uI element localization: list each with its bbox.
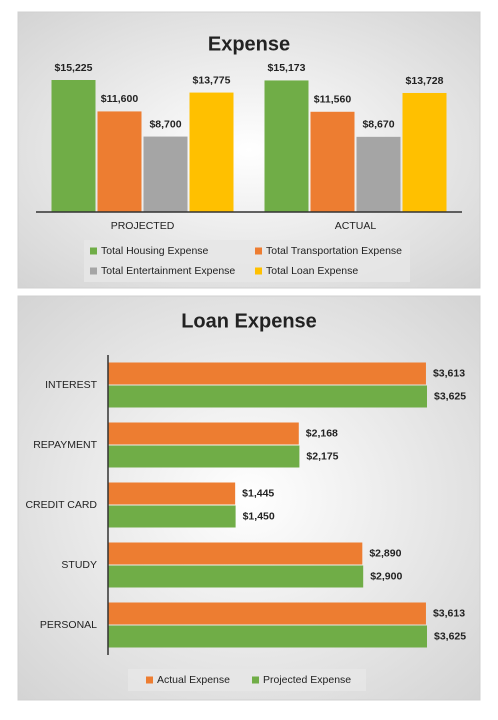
bar: [108, 625, 427, 648]
value-label: $2,900: [370, 570, 402, 582]
legend-label: Total Loan Expense: [266, 265, 358, 277]
legend-swatch: [90, 267, 97, 275]
category-label: STUDY: [61, 559, 97, 571]
category-label: PERSONAL: [40, 619, 97, 631]
bar: [108, 542, 363, 565]
legend-swatch: [90, 247, 97, 255]
value-label: $1,450: [243, 510, 275, 522]
value-label: $2,890: [369, 547, 401, 559]
category-label: INTEREST: [45, 379, 98, 391]
bar: [310, 111, 355, 212]
bar: [402, 92, 447, 212]
legend-swatch: [252, 676, 259, 684]
value-label: $13,775: [193, 74, 231, 86]
legend-label: Total Housing Expense: [101, 245, 209, 257]
value-label: $11,600: [101, 93, 139, 105]
legend-label: Total Transportation Expense: [266, 245, 402, 257]
category-label: REPAYMENT: [33, 439, 97, 451]
legend-box: [128, 669, 366, 691]
category-label: ACTUAL: [335, 220, 377, 232]
bar: [51, 80, 96, 212]
category-label: PROJECTED: [111, 220, 175, 232]
value-label: $1,445: [242, 487, 274, 499]
bar: [97, 111, 142, 212]
legend-label: Projected Expense: [263, 674, 351, 686]
bar: [108, 602, 426, 625]
chart-title: Loan Expense: [181, 310, 317, 332]
value-label: $8,670: [362, 119, 394, 131]
legend-swatch: [255, 267, 262, 275]
bar: [356, 136, 401, 212]
bar: [143, 136, 188, 212]
bar: [189, 92, 234, 212]
value-label: $3,625: [434, 630, 466, 642]
legend-label: Actual Expense: [157, 674, 230, 686]
value-label: $13,728: [406, 75, 444, 87]
legend-swatch: [146, 676, 153, 684]
bar: [108, 505, 236, 528]
bar: [108, 422, 299, 445]
value-label: $3,613: [433, 367, 465, 379]
chart-title: Expense: [208, 33, 290, 55]
value-label: $3,613: [433, 607, 465, 619]
value-label: $2,175: [306, 450, 338, 462]
legend-swatch: [255, 247, 262, 255]
bar: [108, 385, 427, 408]
bar: [108, 362, 426, 385]
bar: [108, 565, 364, 588]
legend-label: Total Entertainment Expense: [101, 265, 235, 277]
category-label: CREDIT CARD: [25, 499, 97, 511]
value-label: $15,173: [268, 62, 306, 74]
value-label: $15,225: [55, 62, 93, 74]
bar: [108, 445, 300, 468]
value-label: $8,700: [149, 118, 181, 130]
legend-box: [84, 240, 410, 282]
bar: [264, 80, 309, 212]
value-label: $11,560: [314, 94, 352, 106]
value-label: $2,168: [306, 427, 338, 439]
bar: [108, 482, 236, 505]
value-label: $3,625: [434, 390, 466, 402]
